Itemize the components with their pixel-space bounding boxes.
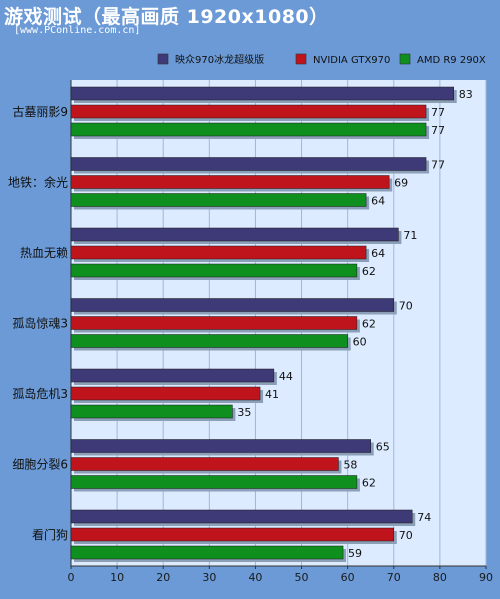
data-label: 64 xyxy=(371,195,385,208)
data-label: 70 xyxy=(399,529,413,542)
x-tick-label: 50 xyxy=(295,571,309,584)
category-label: 孤岛惊魂3 xyxy=(12,316,68,331)
category-label: 看门狗 xyxy=(32,527,68,542)
bar xyxy=(70,86,454,101)
data-label: 69 xyxy=(394,177,408,190)
bar xyxy=(70,193,367,207)
bar xyxy=(70,475,358,489)
data-label: 41 xyxy=(265,388,279,401)
data-label: 35 xyxy=(237,406,251,419)
data-label: 77 xyxy=(431,124,445,137)
bar xyxy=(70,368,275,383)
bar xyxy=(70,386,261,401)
bar xyxy=(70,298,395,312)
data-label: 62 xyxy=(362,477,376,490)
x-tick-label: 0 xyxy=(68,571,75,584)
legend-swatch xyxy=(399,53,411,65)
x-tick-label: 80 xyxy=(433,571,447,584)
legend-label: 映众970冰龙超级版 xyxy=(175,53,264,66)
bar xyxy=(70,104,427,119)
category-label: 地铁：余光 xyxy=(8,175,68,190)
legend-label: NVIDIA GTX970 xyxy=(313,55,390,66)
bar xyxy=(70,527,395,542)
category-label: 孤岛危机3 xyxy=(12,386,68,401)
bar xyxy=(70,175,390,189)
bar xyxy=(70,404,233,419)
bar xyxy=(70,545,344,560)
bar xyxy=(70,227,399,242)
data-label: 65 xyxy=(376,441,390,454)
category-label: 细胞分裂6 xyxy=(12,458,68,472)
data-label: 62 xyxy=(362,265,376,278)
legend-label: AMD R9 290X xyxy=(417,55,486,66)
data-label: 44 xyxy=(279,370,293,383)
data-label: 58 xyxy=(343,459,357,472)
x-tick-label: 90 xyxy=(479,571,493,584)
legend-swatch xyxy=(295,53,307,65)
data-label: 59 xyxy=(348,547,362,560)
chart-source: [www.PConline.com.cn] xyxy=(14,25,141,36)
bar xyxy=(70,157,427,171)
bar xyxy=(70,334,348,348)
bar xyxy=(70,316,358,330)
chart-title: 游戏测试（最高画质 1920x1080） xyxy=(4,6,329,28)
x-tick-label: 60 xyxy=(341,571,355,584)
bar xyxy=(70,122,427,137)
data-label: 70 xyxy=(399,300,413,313)
bar xyxy=(70,245,367,260)
bar xyxy=(70,439,371,453)
data-label: 62 xyxy=(362,318,376,331)
data-label: 77 xyxy=(431,106,445,119)
x-tick-label: 70 xyxy=(387,571,401,584)
x-tick-label: 40 xyxy=(248,571,262,584)
category-label: 古墓丽影9 xyxy=(12,104,68,119)
bar xyxy=(70,263,358,278)
data-label: 60 xyxy=(353,336,367,349)
x-tick-label: 20 xyxy=(156,571,170,584)
data-label: 71 xyxy=(403,229,417,242)
data-label: 77 xyxy=(431,159,445,172)
data-label: 83 xyxy=(459,88,473,101)
bar xyxy=(70,457,339,471)
data-label: 64 xyxy=(371,247,385,260)
x-tick-label: 30 xyxy=(202,571,216,584)
x-tick-label: 10 xyxy=(110,571,124,584)
data-label: 74 xyxy=(417,511,431,524)
category-label: 热血无赖 xyxy=(20,246,68,260)
legend-swatch xyxy=(157,53,169,65)
bar xyxy=(70,509,413,524)
